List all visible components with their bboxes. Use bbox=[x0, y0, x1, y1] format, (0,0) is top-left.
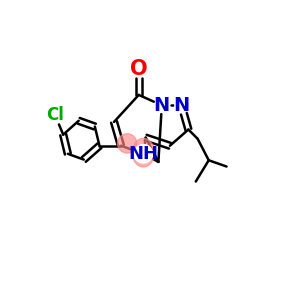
Circle shape bbox=[155, 99, 168, 112]
Circle shape bbox=[175, 99, 188, 112]
Ellipse shape bbox=[118, 134, 137, 153]
Ellipse shape bbox=[132, 138, 154, 167]
Text: O: O bbox=[130, 59, 148, 80]
Text: N: N bbox=[173, 96, 190, 115]
Circle shape bbox=[134, 145, 153, 163]
Text: Cl: Cl bbox=[46, 106, 64, 124]
Circle shape bbox=[132, 63, 146, 76]
Text: NH: NH bbox=[128, 145, 158, 163]
Text: N: N bbox=[154, 96, 170, 115]
Circle shape bbox=[46, 106, 64, 123]
